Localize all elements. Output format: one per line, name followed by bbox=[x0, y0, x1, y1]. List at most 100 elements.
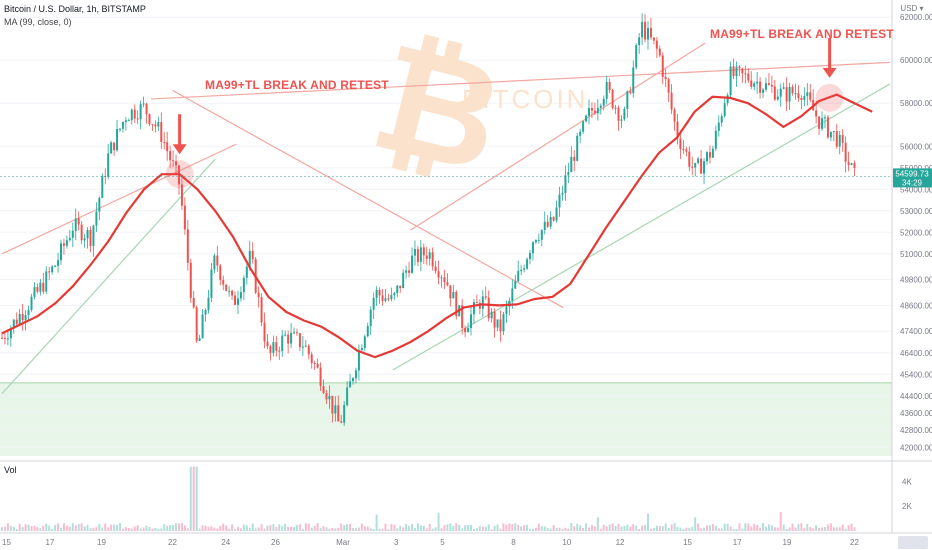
candle-body bbox=[54, 265, 57, 267]
last-price-label: 54599.73 bbox=[895, 169, 929, 178]
volume-bar bbox=[558, 527, 561, 531]
price-tick-label: 44400.00 bbox=[900, 392, 932, 401]
candle-body bbox=[175, 161, 178, 166]
candle-body bbox=[455, 291, 458, 317]
candle-body bbox=[590, 108, 593, 111]
volume-bar bbox=[744, 523, 747, 531]
candle-body bbox=[45, 271, 48, 292]
volume-bar bbox=[275, 526, 278, 531]
volume-bar bbox=[446, 524, 449, 531]
candle-body bbox=[646, 27, 649, 40]
volume-bar bbox=[68, 526, 71, 531]
volume-bar bbox=[295, 525, 298, 531]
volume-bar bbox=[231, 524, 234, 531]
candle-body bbox=[360, 348, 363, 351]
volume-bar bbox=[838, 527, 841, 531]
volume-bar bbox=[30, 526, 33, 531]
candle-body bbox=[101, 176, 104, 198]
volume-bar bbox=[753, 523, 756, 531]
candle-body bbox=[242, 277, 245, 293]
candle-body bbox=[726, 95, 729, 104]
watermark-text: BITCOIN bbox=[462, 84, 588, 114]
time-tick-label: 5 bbox=[440, 538, 445, 547]
candle-body bbox=[617, 107, 620, 121]
volume-bar bbox=[33, 525, 36, 531]
volume-bar bbox=[579, 525, 582, 531]
candle-body bbox=[39, 282, 42, 292]
volume-bar bbox=[708, 525, 711, 531]
candle-body bbox=[705, 152, 708, 162]
volume-bar bbox=[89, 528, 92, 531]
price-axis[interactable]: USD ▾62000.00 60000.00 58000.00 56000.00 550… bbox=[0, 0, 932, 533]
volume-bar bbox=[21, 527, 24, 531]
volume-bar bbox=[411, 524, 414, 531]
candle-body bbox=[325, 393, 328, 400]
candle-body bbox=[136, 118, 139, 120]
volume-bar bbox=[74, 525, 77, 531]
price-tick-label: 54000.00 bbox=[900, 185, 932, 194]
candle-body bbox=[372, 297, 375, 310]
time-axis[interactable]: 15 17 19 22 24 26 Mar 3 5 8 10 12 15 17 19 22 bbox=[2, 536, 928, 549]
candle-body bbox=[86, 230, 89, 239]
candle-body bbox=[363, 336, 366, 349]
volume-bar bbox=[54, 524, 57, 531]
candle-body bbox=[12, 319, 15, 329]
volume-bar bbox=[290, 526, 293, 531]
volume-bar bbox=[546, 528, 549, 531]
candle-body bbox=[470, 314, 473, 329]
candle-body bbox=[408, 270, 411, 273]
candle-body bbox=[269, 346, 272, 353]
volume-bar bbox=[517, 524, 520, 531]
volume-bar bbox=[186, 528, 189, 531]
last-price-badge bbox=[893, 168, 932, 188]
candle-body bbox=[832, 131, 835, 133]
volume-bar bbox=[788, 527, 791, 531]
candle-body bbox=[844, 142, 847, 162]
volume-bar bbox=[142, 527, 145, 531]
volume-bar bbox=[717, 528, 720, 531]
volume-bar bbox=[605, 526, 608, 531]
candle-body bbox=[425, 255, 428, 259]
candle-body bbox=[546, 221, 549, 227]
volume-bar bbox=[48, 525, 51, 531]
volume-bar bbox=[387, 529, 390, 531]
candle-body bbox=[219, 265, 222, 280]
time-tick-label: 17 bbox=[45, 538, 54, 547]
candle-body bbox=[585, 115, 588, 122]
volume-bar bbox=[121, 528, 124, 531]
volume-bar bbox=[729, 526, 732, 531]
candle-body bbox=[502, 314, 505, 332]
volume-pane bbox=[0, 460, 932, 534]
candle-body bbox=[779, 88, 782, 97]
volume-bar bbox=[375, 514, 378, 531]
volume-bar bbox=[36, 527, 39, 531]
volume-bar bbox=[86, 524, 89, 531]
volume-bar bbox=[526, 524, 529, 531]
price-tick-label: 56000.00 bbox=[900, 142, 932, 151]
candle-body bbox=[245, 266, 248, 278]
candle-body bbox=[349, 381, 352, 388]
annotation-right: MA99+TL BREAK AND RETEST bbox=[710, 27, 894, 41]
volume-bar bbox=[815, 525, 818, 531]
volume-bar bbox=[3, 526, 6, 531]
volume-bar bbox=[835, 527, 838, 531]
indicator-legend[interactable]: MA (99, close, 0) bbox=[4, 17, 72, 27]
volume-bar bbox=[682, 528, 685, 531]
volume-bar bbox=[475, 528, 478, 531]
candle-body bbox=[287, 334, 290, 344]
candle-body bbox=[747, 73, 750, 81]
volume-bar bbox=[582, 528, 585, 531]
candle-body bbox=[850, 163, 853, 165]
volume-bar bbox=[794, 527, 797, 531]
support-zone bbox=[0, 382, 892, 456]
volume-bar bbox=[419, 525, 422, 531]
volume-bar bbox=[762, 522, 765, 531]
candle-body bbox=[767, 83, 770, 85]
volume-bar bbox=[741, 528, 744, 531]
candle-body bbox=[520, 269, 523, 272]
volume-bar bbox=[599, 528, 602, 531]
volume-bar bbox=[113, 524, 116, 531]
trendline bbox=[172, 89, 564, 309]
candle-body bbox=[803, 96, 806, 100]
